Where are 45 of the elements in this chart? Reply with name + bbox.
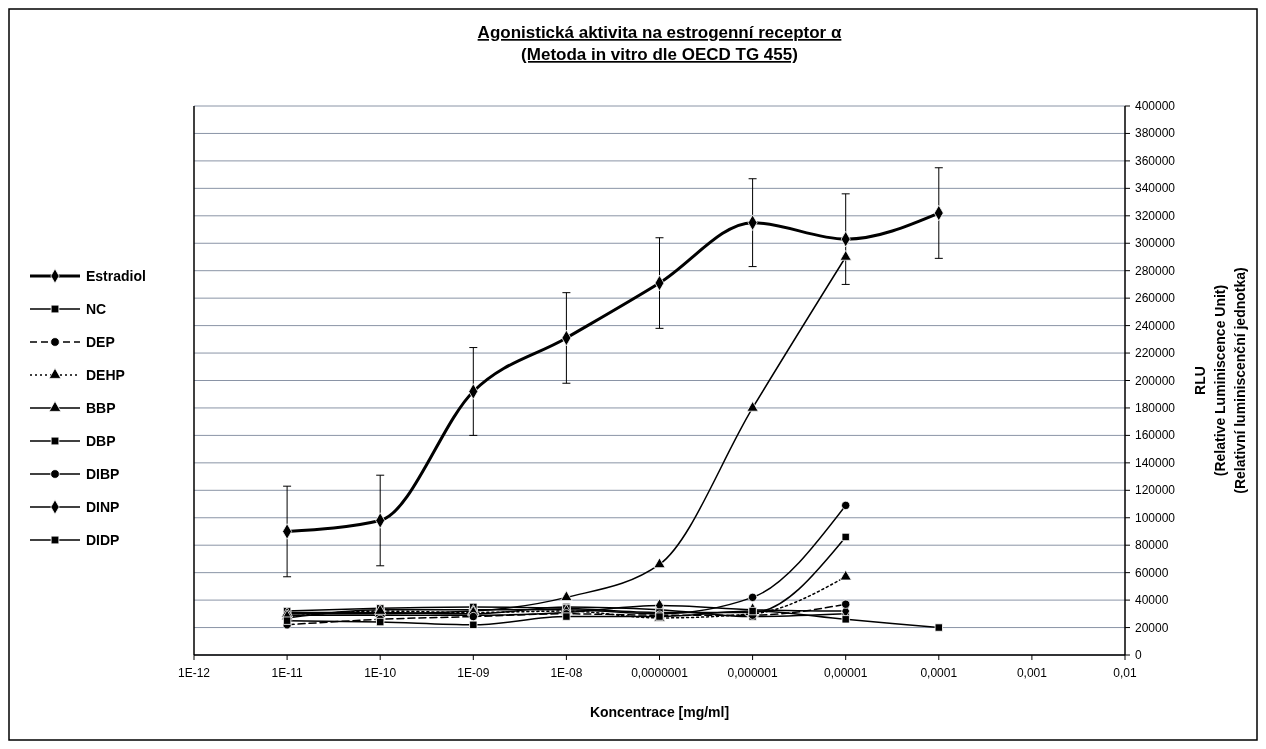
legend-label: DEP (86, 334, 115, 350)
y-tick-label: 200000 (1135, 373, 1176, 388)
x-tick-label: 1E-10 (364, 666, 397, 680)
x-tick-label: 0,001 (1016, 666, 1048, 680)
y-tick-label: 240000 (1135, 318, 1176, 333)
y-tick-label: 300000 (1135, 236, 1176, 251)
x-tick-label: 0,000001 (727, 666, 778, 680)
y-tick-label: 60000 (1135, 565, 1169, 580)
legend-label: DBP (86, 433, 116, 449)
legend-label: Estradiol (86, 268, 146, 284)
x-tick-label: 0,0000001 (631, 666, 689, 680)
y-tick-label: 260000 (1135, 291, 1176, 306)
y-tick-label: 100000 (1135, 510, 1176, 525)
chart-title: Agonistická aktivita na estrogenní receptor α (477, 23, 842, 42)
x-tick-label: 0,0001 (920, 666, 958, 680)
x-tick-label: 1E-09 (457, 666, 490, 680)
x-axis-title: Koncentrace [mg/ml] (589, 704, 730, 720)
legend-label: DIDP (86, 532, 120, 548)
y-tick-label: 180000 (1135, 400, 1176, 415)
y-tick-label: 0 (1135, 648, 1142, 662)
y-tick-label: 320000 (1135, 208, 1176, 223)
chart-subtitle: (Metoda in vitro dle OECD TG 455) (521, 45, 798, 64)
y-tick-label: 340000 (1135, 181, 1176, 196)
x-tick-label: 1E-11 (271, 666, 303, 680)
y-tick-label: 160000 (1135, 428, 1176, 443)
y-tick-label: 140000 (1135, 455, 1176, 470)
legend-label: BBP (86, 400, 116, 416)
y-tick-label: 360000 (1135, 153, 1176, 168)
y-axis-title: RLU (Relative Luminiscence Unit) (Relativní luminiscenční jednotka) (1192, 267, 1248, 494)
y-tick-label: 220000 (1135, 346, 1176, 361)
x-tick-label: 1E-12 (177, 666, 211, 680)
legend-label: DEHP (86, 367, 125, 383)
legend-label: NC (86, 301, 107, 317)
x-tick-label: 0,01 (1113, 666, 1137, 680)
y-tick-label: 280000 (1135, 263, 1176, 278)
x-tick-label: 1E-08 (550, 666, 583, 680)
y-tick-label: 400000 (1135, 99, 1176, 113)
y-tick-label: 120000 (1135, 483, 1176, 498)
y-tick-label: 20000 (1135, 620, 1169, 635)
y-tick-label: 380000 (1135, 126, 1176, 141)
legend-label: DIBP (86, 466, 120, 482)
legend-label: DINP (86, 499, 120, 515)
x-tick-label: 0,00001 (824, 666, 868, 680)
y-tick-label: 40000 (1135, 593, 1169, 608)
y-tick-label: 80000 (1135, 538, 1169, 553)
